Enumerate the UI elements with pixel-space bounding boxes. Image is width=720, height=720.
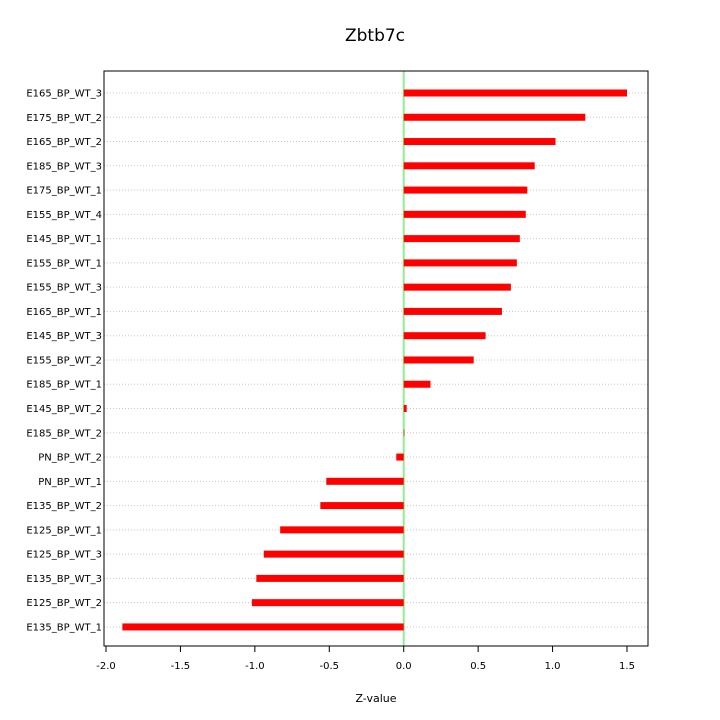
category-label: E125_BP_WT_2 [26,598,102,609]
bar [403,405,407,413]
bar [403,307,502,315]
grid-lines [104,92,648,628]
category-label: E165_BP_WT_1 [26,307,102,318]
category-label: PN_BP_WT_2 [38,453,102,464]
bar [403,89,627,97]
x-tick-label: 0.0 [396,661,412,672]
category-labels: E165_BP_WT_3 E175_BP_WT_2 E165_BP_WT_2 E185… [26,89,102,634]
plot-frame [103,70,649,647]
x-axis-ticks: -2.0 -1.5 -1.0 -0.5 0.0 0.5 1.0 1.5 [96,645,635,672]
bar [403,332,486,340]
x-tick-label: -0.5 [320,661,340,672]
bar [403,186,528,194]
x-tick-label: -2.0 [96,661,116,672]
bar [122,623,404,631]
category-label: E185_BP_WT_2 [26,428,102,439]
category-label: E175_BP_WT_1 [26,186,102,197]
category-label: E175_BP_WT_2 [26,113,102,124]
category-label: E155_BP_WT_4 [26,210,102,221]
category-label: E145_BP_WT_1 [26,234,102,245]
category-label: E155_BP_WT_1 [26,258,102,269]
x-tick-label: -1.5 [171,661,191,672]
category-label: E155_BP_WT_2 [26,355,102,366]
bar [263,550,404,558]
category-label: E155_BP_WT_3 [26,283,102,294]
bar [403,235,520,243]
bar [403,283,511,291]
x-tick-label: 1.5 [619,661,635,672]
category-label: PN_BP_WT_1 [38,477,102,488]
category-label: E165_BP_WT_3 [26,89,102,100]
bar [403,113,586,121]
bar [403,259,517,267]
bar [403,380,431,388]
category-label: E125_BP_WT_1 [26,525,102,536]
bar [403,429,405,437]
category-label: E135_BP_WT_2 [26,501,102,512]
bar [403,356,474,364]
bar [320,502,404,510]
bar [251,599,404,607]
x-tick-label: 0.5 [470,661,486,672]
bar [403,138,556,146]
category-label: E185_BP_WT_3 [26,161,102,172]
x-axis-label: Z-value [355,692,396,705]
bar [396,453,404,461]
bar [256,574,404,582]
category-label: E145_BP_WT_2 [26,404,102,415]
x-tick-label: -1.0 [245,661,265,672]
category-label: E165_BP_WT_2 [26,137,102,148]
bar [326,477,404,485]
bar [280,526,404,534]
category-label: E145_BP_WT_3 [26,331,102,342]
bar [403,162,535,170]
chart-title: Zbtb7c [345,26,405,46]
category-label: E185_BP_WT_1 [26,380,102,391]
category-label: E135_BP_WT_3 [26,574,102,585]
x-tick-label: 1.0 [545,661,561,672]
category-label: E125_BP_WT_3 [26,550,102,561]
bar [403,210,526,218]
bars [122,89,627,631]
category-label: E135_BP_WT_1 [26,622,102,633]
